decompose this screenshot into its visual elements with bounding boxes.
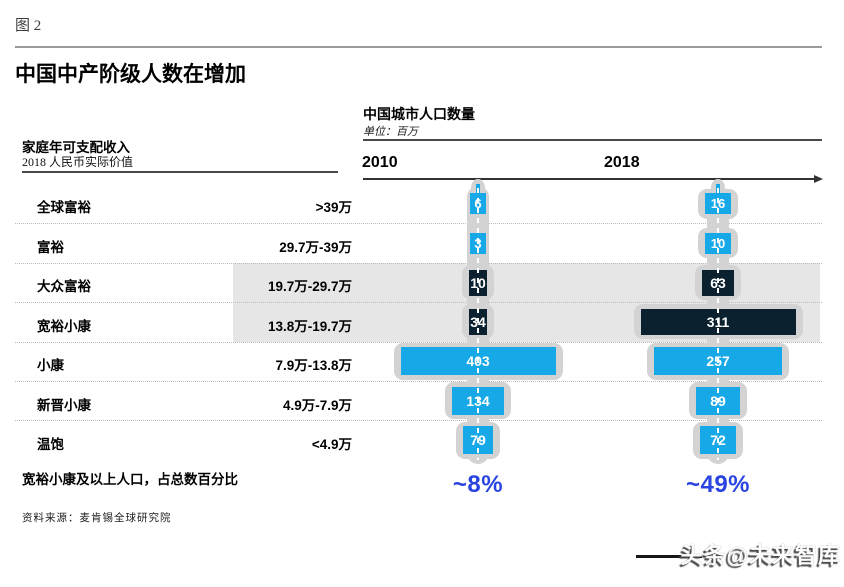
- tier-name: 小康: [37, 358, 64, 374]
- year-label-2010: 2010: [362, 154, 398, 171]
- tier-row-0: 全球富裕 >39万: [15, 184, 822, 223]
- share-percentage-2018: ~49%: [685, 471, 751, 498]
- chart-title: 中国中产阶级人数在增加: [15, 62, 246, 86]
- tier-income-range: 4.9万-7.9万: [282, 397, 352, 413]
- watermark-line: [636, 555, 702, 558]
- tier-name: 全球富裕: [37, 199, 91, 215]
- tier-row-6: 温饱 <4.9万: [15, 420, 822, 460]
- income-header-underline: [22, 171, 338, 173]
- year-axis-arrow-icon: [814, 175, 823, 183]
- income-header-line2: 2018 人民币实际价值: [22, 155, 134, 169]
- summary-row-label: 宽裕小康及以上人口，占总数百分比: [22, 472, 238, 487]
- tier-row-1: 富裕 29.7万-39万: [15, 223, 822, 263]
- tier-name: 新晋小康: [37, 397, 91, 413]
- pyramid-center-dashed-line: [477, 188, 479, 460]
- income-header-line1: 家庭年可支配收入: [22, 140, 130, 155]
- tier-name: 大众富裕: [37, 279, 91, 295]
- tier-name: 宽裕小康: [37, 318, 91, 334]
- figure-number-label: 图 2: [15, 18, 42, 34]
- top-divider-rule: [15, 46, 822, 48]
- tier-income-range: 13.8万-19.7万: [267, 318, 352, 334]
- year-axis-line: [363, 178, 815, 180]
- year-label-2018: 2018: [604, 154, 640, 171]
- tier-row-4: 小康 7.9万-13.8万: [15, 341, 822, 382]
- watermark-text: 头条@未来智库: [680, 543, 841, 568]
- tier-income-range: 29.7万-39万: [279, 240, 352, 256]
- population-column-header: 中国城市人口数量: [363, 108, 475, 123]
- tier-income-range: 19.7万-29.7万: [267, 279, 352, 295]
- tier-income-range: <4.9万: [311, 437, 352, 453]
- population-unit-label: 单位：百万: [363, 126, 418, 138]
- pyramid-center-dashed-line: [717, 188, 719, 460]
- share-percentage-2010: ~8%: [452, 471, 504, 498]
- tier-name: 温饱: [37, 437, 64, 453]
- tier-row-3: 宽裕小康 13.8万-19.7万: [15, 302, 822, 342]
- tier-income-range: 7.9万-13.8万: [275, 358, 352, 374]
- source-note: 资料来源：麦肯锡全球研究院: [22, 513, 172, 524]
- tier-name: 富裕: [37, 240, 64, 256]
- tier-row-2: 大众富裕 19.7万-29.7万: [15, 262, 822, 303]
- tier-row-5: 新晋小康 4.9万-7.9万: [15, 381, 822, 421]
- population-header-underline: [363, 139, 822, 141]
- tier-income-range: >39万: [315, 199, 352, 215]
